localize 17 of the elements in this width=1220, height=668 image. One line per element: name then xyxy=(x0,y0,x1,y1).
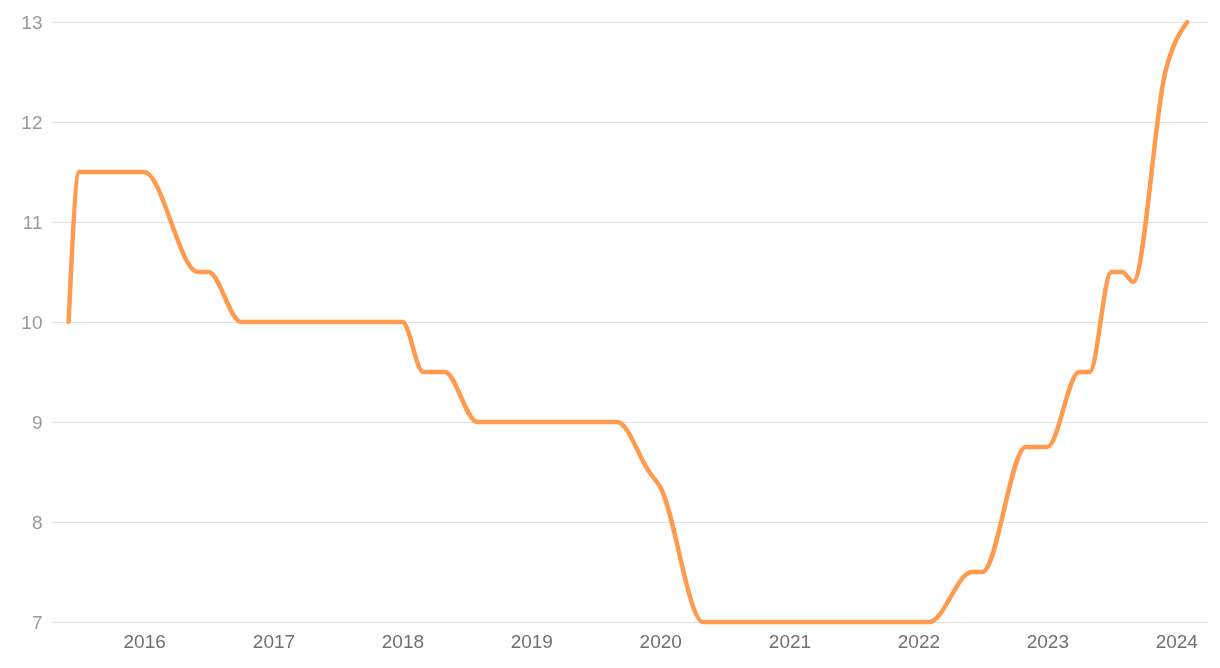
x-tick-label: 2024 xyxy=(1155,630,1199,652)
x-tick-label: 2018 xyxy=(381,630,425,652)
y-tick-label: 10 xyxy=(21,311,43,333)
line-series xyxy=(66,19,1190,625)
x-tick-label: 2023 xyxy=(1026,630,1069,652)
y-tick-label: 11 xyxy=(22,211,43,233)
x-tick-label: 2022 xyxy=(897,630,941,652)
x-tick-label: 2021 xyxy=(768,630,812,652)
y-tick-label: 12 xyxy=(21,111,43,133)
x-tick-label: 2016 xyxy=(123,630,166,652)
x-tick-label: 2019 xyxy=(510,630,553,652)
y-tick-label: 8 xyxy=(31,511,43,533)
y-tick-label: 9 xyxy=(31,411,43,433)
x-tick-label: 2020 xyxy=(639,630,682,652)
y-tick-label: 7 xyxy=(31,611,43,633)
y-tick-label: 13 xyxy=(21,11,43,33)
x-tick-label: 2017 xyxy=(252,630,296,652)
